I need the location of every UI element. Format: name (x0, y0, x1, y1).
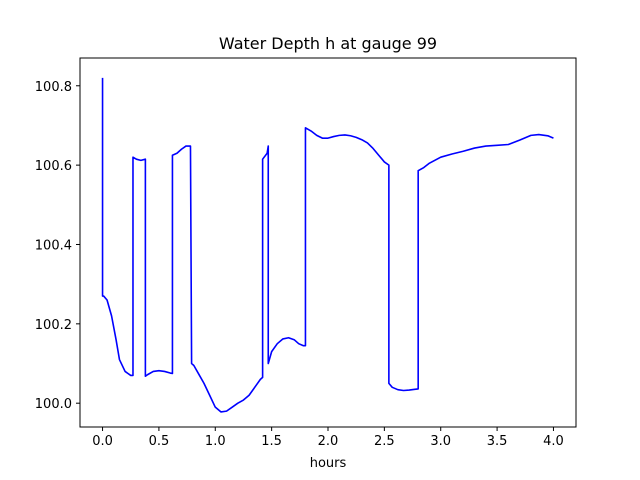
x-tick-label: 3.0 (430, 434, 451, 449)
x-tick-label: 2.0 (318, 434, 339, 449)
x-tick-label: 1.0 (205, 434, 226, 449)
x-tick-label: 3.5 (487, 434, 508, 449)
plot-area (101, 77, 554, 413)
chart-title: Water Depth h at gauge 99 (219, 34, 437, 53)
x-tick-label: 1.5 (261, 434, 282, 449)
y-tick-label: 100.4 (35, 238, 72, 253)
series-line-0 (101, 77, 554, 413)
y-tick-label: 100.8 (35, 80, 72, 95)
x-axis-label: hours (310, 456, 347, 471)
y-tick-label: 100.6 (35, 159, 72, 174)
x-tick-label: 0.5 (149, 434, 170, 449)
x-tick-label: 4.0 (543, 434, 564, 449)
y-axis: 100.0 100.2 100.4 100.6 100.8 (35, 80, 80, 412)
x-axis: 0.0 0.5 1.0 1.5 2.0 2.5 3.0 3.5 4.0 (92, 427, 564, 449)
x-tick-label: 0.0 (92, 434, 113, 449)
x-tick-label: 2.5 (374, 434, 395, 449)
y-tick-label: 100.2 (35, 318, 72, 333)
y-tick-label: 100.0 (35, 397, 72, 412)
